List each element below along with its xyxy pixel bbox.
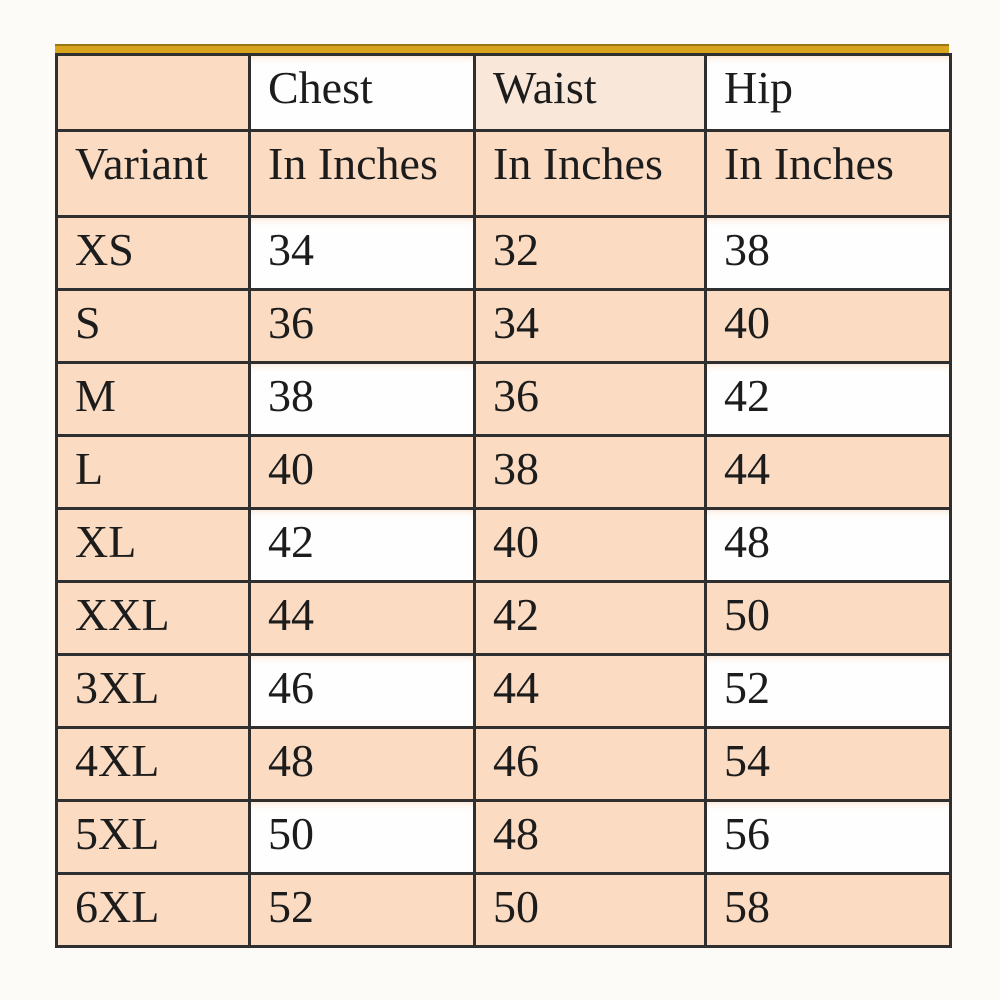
variant-cell: 4XL bbox=[55, 726, 251, 802]
table-row: S 36 34 40 bbox=[55, 288, 952, 364]
waist-value-cell: 38 bbox=[473, 434, 707, 510]
variant-cell: 3XL bbox=[55, 653, 251, 729]
chest-value-cell: 44 bbox=[248, 580, 476, 656]
size-chart: Chest Waist Hip Variant In Inches In Inches In… bbox=[55, 44, 952, 948]
table-top-accent-bar bbox=[55, 44, 949, 53]
header-blank-cell bbox=[55, 53, 251, 132]
variant-cell: XXL bbox=[55, 580, 251, 656]
chest-value-cell: 42 bbox=[248, 507, 476, 583]
table-row: M 38 36 42 bbox=[55, 361, 952, 437]
table-row: 3XL 46 44 52 bbox=[55, 653, 952, 729]
hip-value-cell: 54 bbox=[704, 726, 952, 802]
waist-value-cell: 36 bbox=[473, 361, 707, 437]
chest-value-cell: 34 bbox=[248, 215, 476, 291]
hip-value-cell: 56 bbox=[704, 799, 952, 875]
table-row: 4XL 48 46 54 bbox=[55, 726, 952, 802]
chest-value-cell: 52 bbox=[248, 872, 476, 948]
table-row: L 40 38 44 bbox=[55, 434, 952, 510]
hip-value-cell: 38 bbox=[704, 215, 952, 291]
variant-cell: M bbox=[55, 361, 251, 437]
hip-value-cell: 44 bbox=[704, 434, 952, 510]
table-row: XL 42 40 48 bbox=[55, 507, 952, 583]
chest-value-cell: 46 bbox=[248, 653, 476, 729]
hip-value-cell: 50 bbox=[704, 580, 952, 656]
hip-value-cell: 48 bbox=[704, 507, 952, 583]
waist-value-cell: 48 bbox=[473, 799, 707, 875]
hip-value-cell: 58 bbox=[704, 872, 952, 948]
chest-value-cell: 38 bbox=[248, 361, 476, 437]
size-chart-body: Chest Waist Hip Variant In Inches In Inches In… bbox=[55, 53, 952, 948]
chest-value-cell: 50 bbox=[248, 799, 476, 875]
waist-value-cell: 46 bbox=[473, 726, 707, 802]
waist-value-cell: 50 bbox=[473, 872, 707, 948]
waist-unit-cell: In Inches bbox=[473, 129, 707, 218]
chest-unit-cell: In Inches bbox=[248, 129, 476, 218]
hip-value-cell: 52 bbox=[704, 653, 952, 729]
waist-value-cell: 42 bbox=[473, 580, 707, 656]
table-row: 5XL 50 48 56 bbox=[55, 799, 952, 875]
chest-value-cell: 36 bbox=[248, 288, 476, 364]
variant-cell: S bbox=[55, 288, 251, 364]
waist-value-cell: 40 bbox=[473, 507, 707, 583]
waist-value-cell: 34 bbox=[473, 288, 707, 364]
chest-value-cell: 48 bbox=[248, 726, 476, 802]
hip-unit-cell: In Inches bbox=[704, 129, 952, 218]
chest-value-cell: 40 bbox=[248, 434, 476, 510]
waist-value-cell: 44 bbox=[473, 653, 707, 729]
hip-value-cell: 40 bbox=[704, 288, 952, 364]
variant-cell: L bbox=[55, 434, 251, 510]
variant-cell: XL bbox=[55, 507, 251, 583]
hip-value-cell: 42 bbox=[704, 361, 952, 437]
unit-header-row: Variant In Inches In Inches In Inches bbox=[55, 129, 952, 218]
variant-cell: 5XL bbox=[55, 799, 251, 875]
size-chart-table: Chest Waist Hip Variant In Inches In Inches In… bbox=[55, 53, 952, 948]
table-row: XS 34 32 38 bbox=[55, 215, 952, 291]
waist-value-cell: 32 bbox=[473, 215, 707, 291]
variant-cell: 6XL bbox=[55, 872, 251, 948]
header-hip-cell: Hip bbox=[704, 53, 952, 132]
variant-cell: XS bbox=[55, 215, 251, 291]
table-row: XXL 44 42 50 bbox=[55, 580, 952, 656]
header-waist-cell: Waist bbox=[473, 53, 707, 132]
variant-header-cell: Variant bbox=[55, 129, 251, 218]
table-row: 6XL 52 50 58 bbox=[55, 872, 952, 948]
header-chest-cell: Chest bbox=[248, 53, 476, 132]
measure-header-row: Chest Waist Hip bbox=[55, 53, 952, 132]
